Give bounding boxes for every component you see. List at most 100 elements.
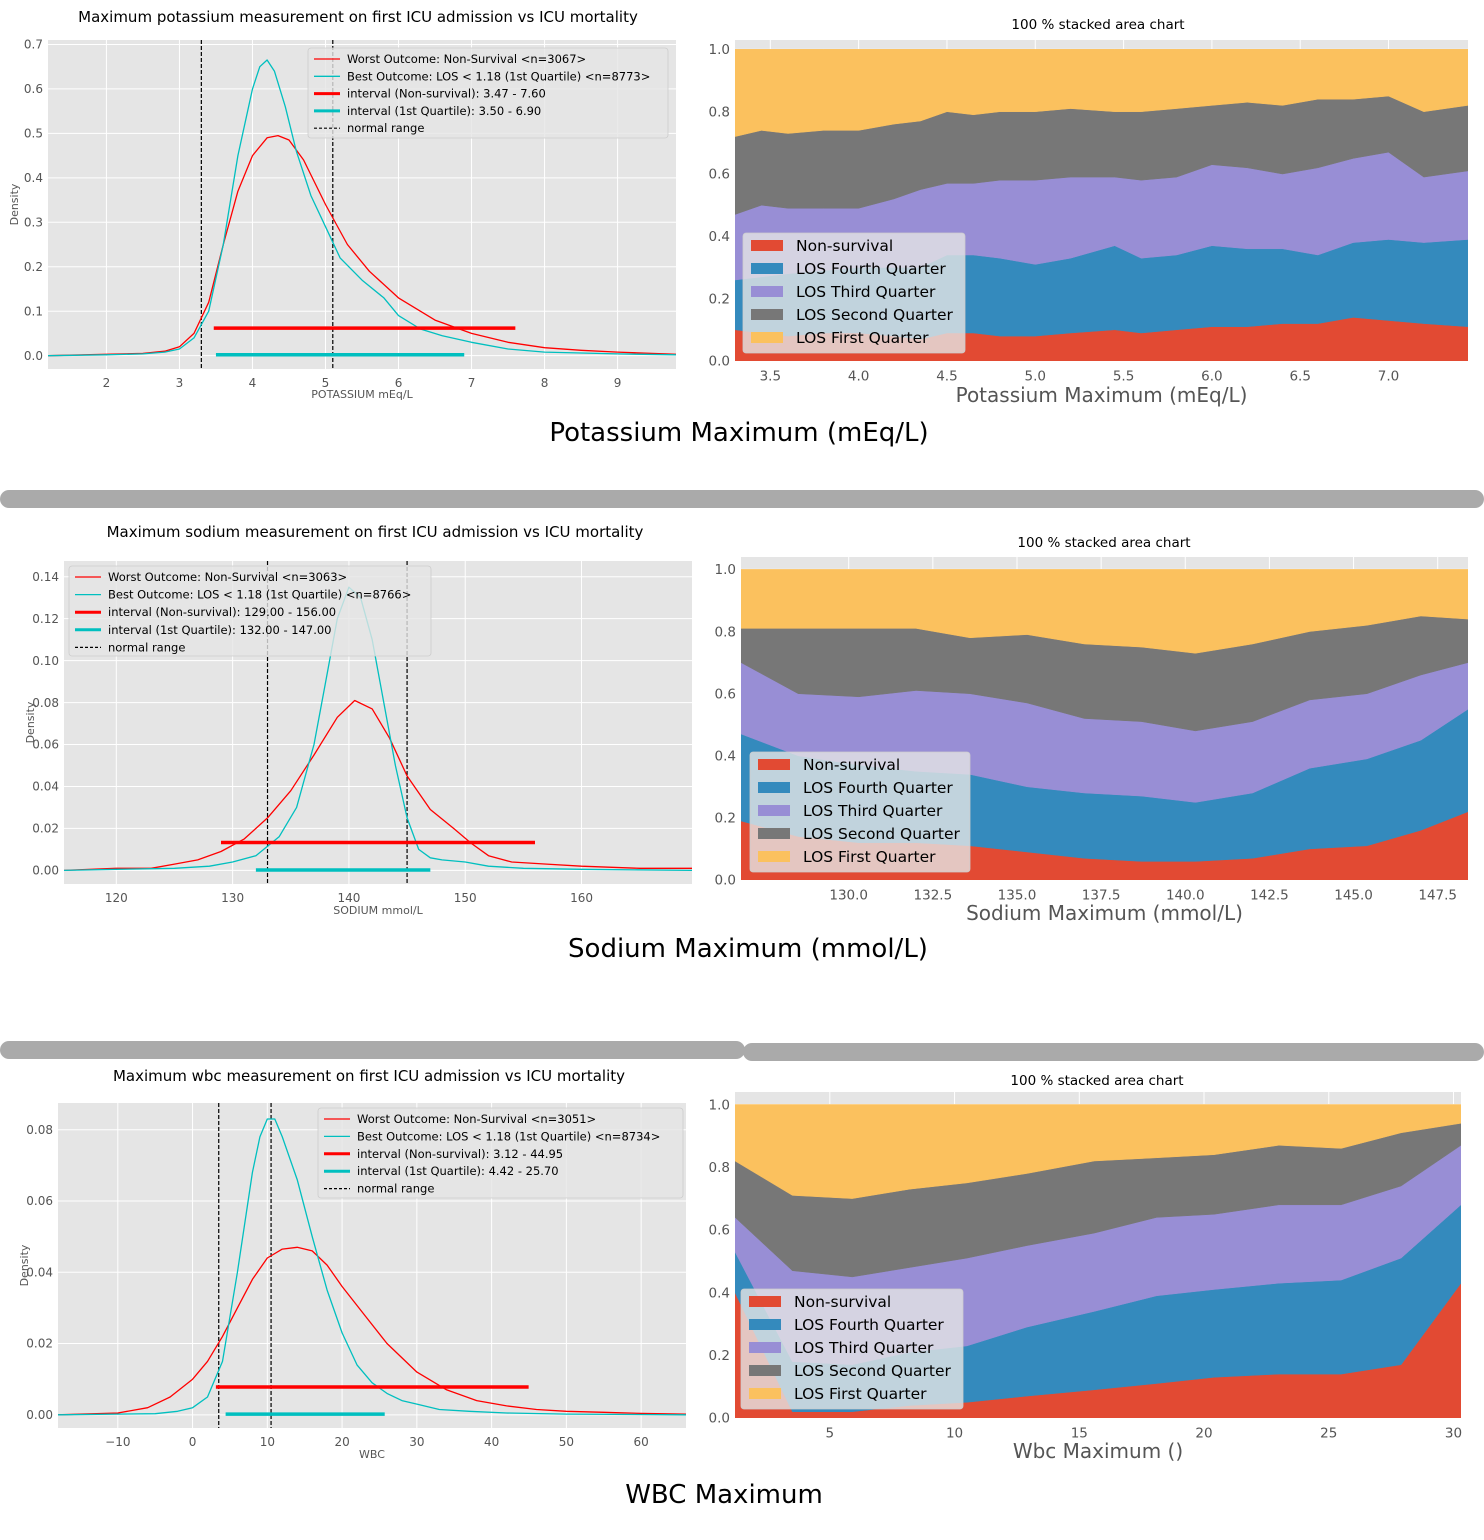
- x-axis-label: SODIUM mmol/L: [333, 904, 423, 917]
- best-outcome-density-line: [58, 1118, 686, 1416]
- y-tick-label: 0.0: [715, 873, 736, 889]
- legend-box: [740, 1288, 964, 1410]
- y-axis-label: Density: [24, 701, 37, 743]
- legend-swatch: [749, 1319, 781, 1330]
- x-tick-label: 4.5: [936, 369, 957, 385]
- wbc-stacked-area-chart: 5 10 15 20 25 30 0.0 0.2 0.4 0.6 0.8 1.0 100 % stack…: [709, 1073, 1463, 1463]
- y-tick-label: 0.6: [715, 686, 736, 702]
- legend-label: Worst Outcome: Non-Survival <n=3067>: [347, 52, 586, 66]
- section-title-wbc: WBC Maximum: [625, 1480, 823, 1510]
- x-tick-label: 25: [1320, 1426, 1337, 1442]
- y-tick-label: 0.14: [32, 570, 59, 584]
- y-tick-label: 1.0: [715, 562, 736, 578]
- x-tick-label: 130: [221, 891, 244, 905]
- y-tick-label: 0.06: [26, 1194, 53, 1208]
- x-tick-label: 160: [570, 891, 593, 905]
- legend-label: normal range: [357, 1182, 434, 1196]
- legend-label: Best Outcome: LOS < 1.18 (1st Quartile) …: [108, 588, 411, 602]
- legend-box: [749, 751, 971, 873]
- y-tick-label: 0.06: [32, 738, 59, 752]
- x-tick-label: 7.0: [1378, 369, 1399, 385]
- y-tick-label: 0.7: [24, 38, 43, 52]
- legend-label: Worst Outcome: Non-Survival <n=3051>: [357, 1112, 596, 1126]
- legend-label: interval (Non-survival): 3.47 - 7.60: [347, 87, 546, 101]
- y-tick-label: 0.4: [709, 1285, 730, 1301]
- nonsurvival-density-line: [48, 134, 676, 357]
- y-tick-label: 0.04: [26, 1265, 53, 1279]
- x-tick-label: 15: [1071, 1426, 1088, 1442]
- section-divider-3: [743, 1043, 1484, 1061]
- y-tick-label: 0.02: [26, 1337, 53, 1351]
- potassium-density-chart: 2 3 4 5 6 7 8 9 0.0 0.1 0.2 0.3 0.4 0.5 0.6 0.7 Maximum …: [8, 8, 676, 401]
- x-tick-label: 6.0: [1201, 369, 1222, 385]
- legend-swatch: [749, 1388, 781, 1399]
- legend-swatch: [758, 805, 790, 816]
- legend-box: [742, 232, 966, 354]
- y-axis-label: Density: [18, 1244, 31, 1286]
- legend-label: interval (Non-survival): 129.00 - 156.00: [108, 605, 336, 619]
- y-tick-label: 0.3: [24, 215, 43, 229]
- x-tick-label: 3.5: [760, 369, 781, 385]
- y-tick-label: 0.12: [32, 612, 59, 626]
- legend-swatch: [758, 759, 790, 770]
- legend-label: Best Outcome: LOS < 1.18 (1st Quartile) …: [357, 1129, 660, 1143]
- x-tick-label: 142.5: [1250, 888, 1289, 904]
- y-tick-label: 0.4: [715, 748, 736, 764]
- x-tick-label: 10: [946, 1426, 963, 1442]
- y-tick-label: 0.00: [32, 864, 59, 878]
- legend-swatch: [751, 332, 783, 343]
- y-tick-label: 0.08: [26, 1123, 53, 1137]
- legend-swatch: [758, 828, 790, 839]
- x-tick-label: 140: [337, 891, 360, 905]
- y-tick-label: 0.5: [24, 127, 43, 141]
- chart-title: 100 % stacked area chart: [1011, 17, 1184, 33]
- legend-label: LOS Second Quarter: [794, 1362, 952, 1380]
- x-tick-label: 132.5: [914, 888, 953, 904]
- area-series-los-first-quarter: [741, 569, 1468, 654]
- chart-title: Maximum sodium measurement on first ICU …: [107, 523, 644, 541]
- x-tick-label: 2: [103, 376, 111, 390]
- legend-box: [307, 47, 669, 139]
- y-tick-label: 0.4: [24, 171, 43, 185]
- legend-label: LOS Third Quarter: [803, 802, 943, 820]
- sodium-stacked-area-chart: 130.0 132.5 135.0 137.5 140.0 142.5 145.0 147.5…: [715, 535, 1468, 925]
- y-tick-label: 0.04: [32, 780, 59, 794]
- legend-swatch: [751, 263, 783, 274]
- y-tick-label: 0.2: [709, 291, 730, 307]
- best-outcome-density-line: [48, 59, 676, 357]
- legend-label: normal range: [347, 121, 424, 135]
- x-tick-label: 10: [260, 1435, 275, 1449]
- x-tick-label: 3: [176, 376, 184, 390]
- legend-swatch: [751, 286, 783, 297]
- section-divider-2: [0, 1041, 745, 1059]
- y-tick-label: 0.6: [24, 82, 43, 96]
- x-tick-label: 135.0: [998, 888, 1037, 904]
- y-tick-label: 0.10: [32, 654, 59, 668]
- potassium-stacked-area-chart: 3.5 4.0 4.5 5.0 5.5 6.0 6.5 7.0 0.0 0.2 0.4 0.6 0.8 1…: [709, 17, 1468, 407]
- legend-label: interval (1st Quartile): 4.42 - 25.70: [357, 1164, 559, 1178]
- x-tick-label: 130.0: [829, 888, 868, 904]
- section-title-sodium: Sodium Maximum (mmol/L): [568, 934, 928, 964]
- x-tick-label: 30: [1445, 1426, 1462, 1442]
- x-tick-label: 7: [468, 376, 476, 390]
- x-tick-label: 140.0: [1166, 888, 1205, 904]
- x-tick-label: 120: [105, 891, 128, 905]
- legend-label: LOS Third Quarter: [796, 283, 936, 301]
- y-tick-label: 0.6: [709, 167, 730, 183]
- x-tick-label: −10: [105, 1435, 130, 1449]
- x-tick-label: 147.5: [1418, 888, 1457, 904]
- x-tick-label: 30: [409, 1435, 424, 1449]
- area-series-los-first-quarter: [735, 49, 1468, 137]
- legend-label: interval (1st Quartile): 3.50 - 6.90: [347, 104, 541, 118]
- legend-label: LOS First Quarter: [796, 329, 929, 347]
- y-tick-label: 0.00: [26, 1408, 53, 1422]
- legend-label: interval (Non-survival): 3.12 - 44.95: [357, 1147, 563, 1161]
- x-axis-label: POTASSIUM mEq/L: [311, 388, 413, 401]
- y-tick-label: 0.1: [24, 304, 43, 318]
- legend-label: Worst Outcome: Non-Survival <n=3063>: [108, 570, 347, 584]
- x-axis-label: Wbc Maximum (): [1013, 1439, 1183, 1463]
- legend-label: interval (1st Quartile): 132.00 - 147.00: [108, 623, 332, 637]
- legend-swatch: [751, 309, 783, 320]
- x-axis-label: Sodium Maximum (mmol/L): [966, 901, 1243, 925]
- x-tick-label: 5.0: [1025, 369, 1046, 385]
